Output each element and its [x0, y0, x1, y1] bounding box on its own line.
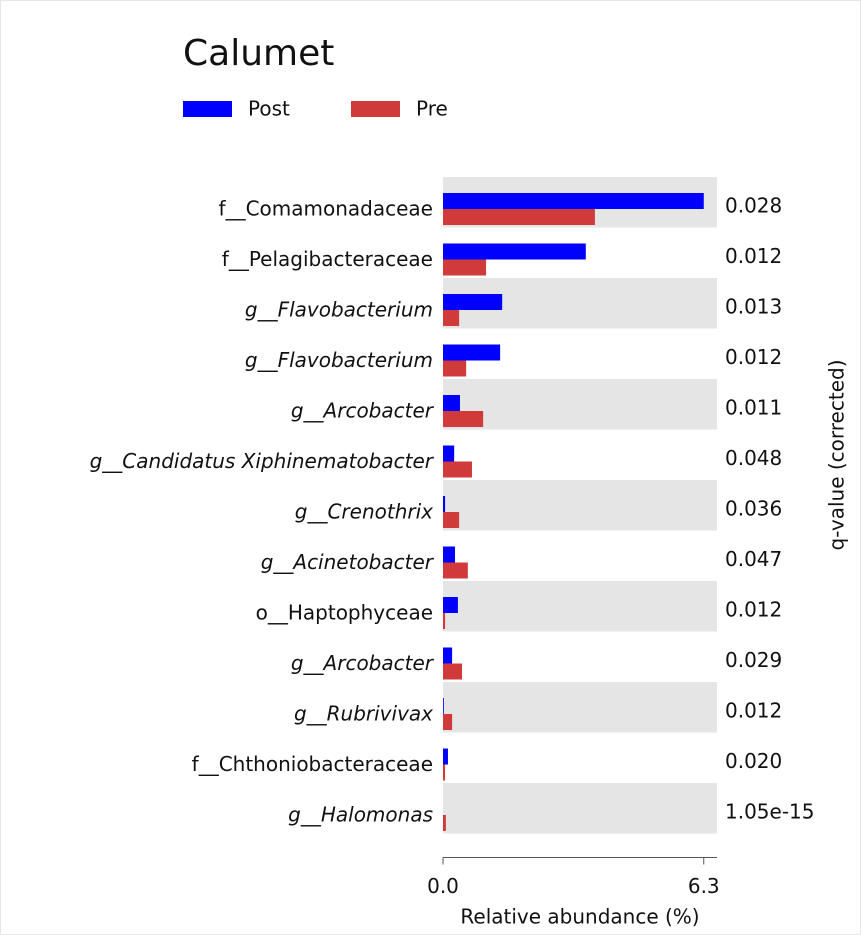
q-value-label: 0.048: [725, 446, 782, 470]
y-tick-label: f__Comamonadaceae: [219, 197, 433, 221]
chart-title: Calumet: [183, 33, 334, 74]
bar: [443, 209, 595, 225]
bar: [443, 562, 468, 579]
legend-swatch: [351, 101, 400, 117]
x-tick-label: 6.3: [688, 874, 720, 898]
q-value-label: 0.036: [725, 497, 782, 521]
bar: [443, 647, 453, 664]
x-tick-label: 0.0: [427, 874, 459, 898]
bar: [443, 546, 456, 563]
y-tick-label: g__Candidatus Xiphinematobacter: [90, 449, 435, 473]
bar: [443, 698, 444, 714]
y-tick-label: g__Acinetobacter: [261, 550, 435, 574]
bar: [443, 445, 455, 462]
row-band: [443, 581, 717, 632]
bar: [443, 344, 501, 361]
row-band: [443, 379, 717, 430]
legend-swatch: [183, 101, 232, 117]
q-value-label: 0.012: [725, 699, 782, 723]
bar: [443, 597, 458, 613]
y-tick-label: g__Arcobacter: [291, 651, 435, 675]
legend-label: Pre: [416, 97, 448, 121]
row-band: [443, 682, 717, 733]
q-value-label: 0.029: [725, 648, 782, 672]
bar: [443, 663, 463, 680]
bar: [443, 512, 460, 528]
q-value-label: 0.012: [725, 244, 782, 268]
row-band: [443, 783, 717, 834]
bar: [443, 294, 503, 310]
bar: [443, 613, 446, 629]
bar: [443, 360, 467, 377]
bar: [443, 243, 586, 260]
q-value-label: 0.020: [725, 749, 782, 773]
bar: [443, 496, 446, 512]
bar: [443, 395, 460, 411]
bar: [443, 815, 446, 831]
bar: [443, 764, 446, 781]
y-tick-label: f__Chthoniobacteraceae: [192, 752, 433, 776]
bar: [443, 259, 487, 276]
y-tick-label: g__Crenothrix: [295, 500, 433, 524]
y2-axis-label: q-value (corrected): [825, 360, 849, 551]
legend-label: Post: [248, 97, 290, 121]
x-axis-label: Relative abundance (%): [460, 905, 699, 929]
y-tick-label: g__Rubrivivax: [294, 702, 433, 726]
bar: [443, 193, 704, 209]
bar: [443, 411, 484, 427]
y-tick-label: g__Halomonas: [288, 803, 433, 827]
q-value-label: 0.047: [725, 547, 782, 571]
bar: [443, 310, 460, 326]
q-value-label: 0.028: [725, 194, 782, 218]
row-band: [443, 480, 717, 531]
q-value-label: 1.05e-15: [725, 800, 815, 824]
bar: [443, 714, 453, 730]
y-tick-label: g__Flavobacterium: [245, 298, 433, 322]
y-tick-label: g__Flavobacterium: [245, 348, 433, 372]
y-tick-label: o__Haptophyceae: [256, 601, 433, 625]
q-value-label: 0.012: [725, 345, 782, 369]
y-tick-label: g__Arcobacter: [291, 399, 435, 423]
q-value-label: 0.013: [725, 295, 782, 319]
bar: [443, 748, 448, 765]
bar: [443, 461, 472, 478]
y-tick-label: f__Pelagibacteraceae: [222, 247, 433, 271]
q-value-label: 0.012: [725, 598, 782, 622]
q-value-label: 0.011: [725, 396, 782, 420]
